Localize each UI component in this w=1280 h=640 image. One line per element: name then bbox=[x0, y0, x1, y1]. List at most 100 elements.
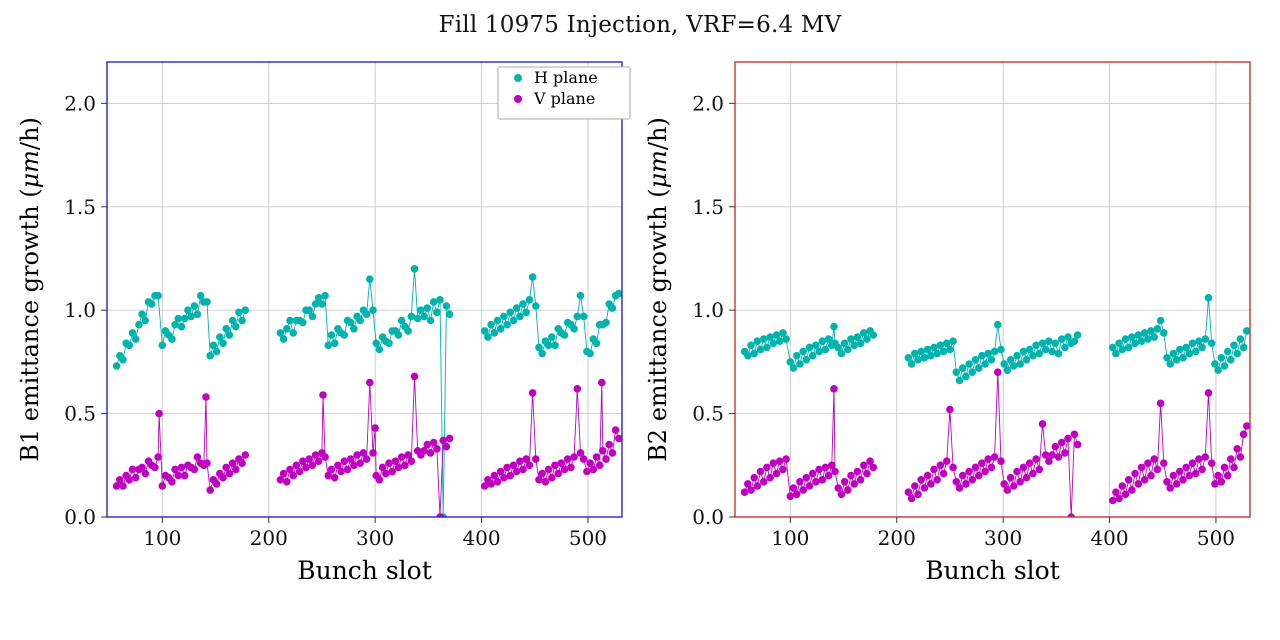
data-point bbox=[279, 335, 288, 343]
data-point bbox=[509, 461, 518, 470]
data-point bbox=[990, 347, 999, 356]
data-point bbox=[299, 457, 307, 466]
data-point bbox=[962, 480, 970, 488]
data-point bbox=[1124, 476, 1133, 484]
data-point bbox=[503, 320, 511, 329]
data-point bbox=[602, 455, 610, 463]
data-point bbox=[753, 482, 762, 490]
x-tick-label: 500 bbox=[1197, 526, 1235, 550]
plot-area bbox=[107, 62, 622, 517]
data-point bbox=[548, 473, 556, 482]
data-point bbox=[158, 482, 167, 490]
data-point bbox=[190, 302, 199, 310]
data-point bbox=[789, 484, 798, 492]
data-point bbox=[337, 467, 345, 476]
data-point bbox=[744, 351, 752, 360]
data-point bbox=[750, 349, 758, 358]
data-point bbox=[1032, 341, 1040, 350]
data-point bbox=[579, 455, 588, 463]
data-point bbox=[763, 463, 771, 472]
data-point bbox=[863, 335, 871, 343]
data-point bbox=[1179, 476, 1187, 484]
data-point bbox=[1112, 349, 1120, 358]
data-point bbox=[238, 316, 246, 325]
data-point bbox=[420, 447, 428, 455]
data-point bbox=[426, 316, 435, 325]
data-point bbox=[203, 459, 211, 468]
data-point bbox=[535, 476, 543, 484]
data-point bbox=[362, 310, 371, 319]
data-point bbox=[174, 471, 183, 480]
data-point bbox=[611, 426, 620, 434]
data-point bbox=[225, 469, 234, 478]
data-point bbox=[119, 482, 127, 490]
data-point bbox=[225, 331, 234, 339]
data-point bbox=[1000, 480, 1008, 488]
data-point bbox=[1003, 366, 1012, 375]
y-tick-label: 1.0 bbox=[64, 298, 96, 322]
data-point bbox=[779, 329, 787, 337]
data-point bbox=[528, 389, 537, 397]
data-point bbox=[1019, 463, 1028, 472]
data-point bbox=[1070, 430, 1079, 439]
data-point bbox=[1217, 354, 1226, 362]
data-point bbox=[974, 471, 983, 480]
data-point bbox=[923, 345, 932, 354]
data-point bbox=[532, 455, 540, 463]
data-point bbox=[203, 298, 211, 306]
data-point bbox=[981, 360, 989, 368]
data-point bbox=[799, 347, 807, 356]
data-point bbox=[914, 490, 922, 499]
data-point bbox=[1035, 349, 1044, 358]
data-point bbox=[128, 465, 137, 474]
data-point bbox=[576, 291, 585, 300]
data-point bbox=[551, 461, 559, 470]
data-point bbox=[522, 308, 530, 317]
data-point bbox=[1006, 356, 1015, 364]
data-point bbox=[1137, 463, 1146, 472]
data-point bbox=[844, 345, 852, 354]
data-point bbox=[334, 461, 342, 470]
x-tick-label: 200 bbox=[878, 526, 916, 550]
data-point bbox=[487, 480, 495, 488]
data-point bbox=[573, 312, 582, 321]
data-point bbox=[1182, 343, 1190, 352]
data-point bbox=[1176, 345, 1184, 354]
data-point bbox=[299, 318, 307, 327]
data-point bbox=[802, 356, 811, 364]
data-point bbox=[1163, 478, 1171, 486]
data-point bbox=[942, 339, 951, 348]
data-point bbox=[808, 469, 817, 478]
data-point bbox=[404, 451, 412, 459]
data-point bbox=[324, 471, 333, 480]
data-point bbox=[740, 488, 749, 497]
data-point bbox=[528, 273, 537, 281]
data-point bbox=[397, 453, 406, 461]
data-point bbox=[366, 378, 374, 387]
data-point bbox=[442, 442, 451, 451]
data-point bbox=[1013, 351, 1021, 360]
data-point bbox=[1220, 362, 1229, 370]
data-point bbox=[1217, 478, 1226, 486]
tick-labels: 100 200 300 400 500 0.0 0.5 1.0 1.5 2.0 bbox=[692, 91, 1235, 550]
data-point bbox=[971, 356, 980, 364]
data-point bbox=[1150, 333, 1158, 341]
data-point bbox=[1156, 316, 1165, 325]
data-point bbox=[366, 275, 374, 283]
data-point bbox=[917, 476, 925, 484]
data-point bbox=[994, 320, 1002, 329]
data-point bbox=[1195, 455, 1203, 463]
data-point bbox=[592, 339, 601, 348]
data-point bbox=[283, 478, 291, 486]
data-point bbox=[860, 329, 868, 337]
data-point bbox=[1144, 335, 1152, 343]
data-point bbox=[1000, 360, 1008, 368]
data-point bbox=[792, 490, 801, 499]
data-point bbox=[1201, 335, 1210, 343]
data-point bbox=[128, 329, 137, 337]
data-point bbox=[911, 482, 919, 490]
data-point bbox=[1032, 455, 1040, 463]
data-point bbox=[311, 451, 320, 459]
data-point bbox=[917, 347, 925, 356]
data-point bbox=[1166, 484, 1174, 492]
